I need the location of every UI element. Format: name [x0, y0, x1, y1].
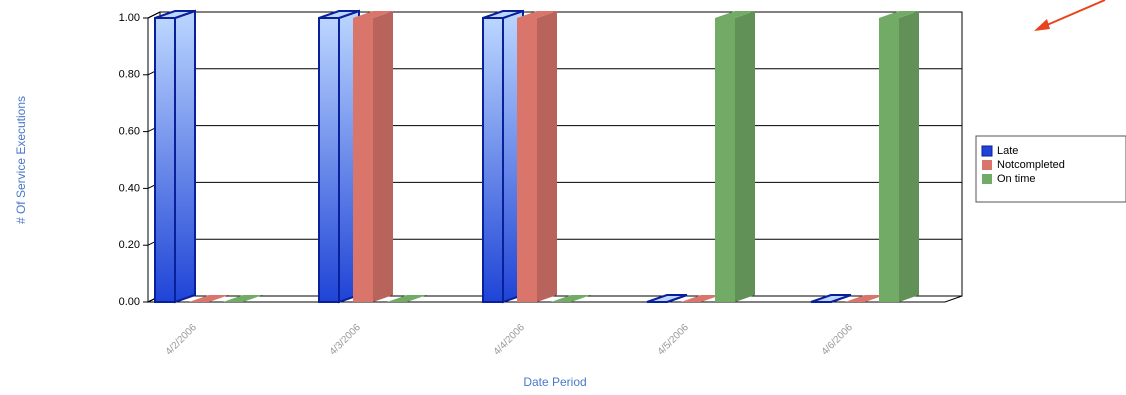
bar-top [845, 295, 885, 302]
bar [810, 294, 852, 303]
bar-top [810, 294, 852, 303]
bar [189, 295, 229, 302]
bar-top [681, 295, 721, 302]
legend-swatch [981, 145, 993, 157]
bar-front [715, 18, 735, 302]
legend-swatch [982, 160, 992, 170]
y-tick-label: 0.60 [119, 126, 140, 138]
legend-label: Notcompleted [997, 159, 1065, 171]
y-tick-label: 0.20 [119, 239, 140, 251]
bar-top [646, 294, 688, 303]
legend: Late Notcompleted On time [975, 135, 1126, 203]
bar [646, 294, 688, 303]
bar-top [223, 295, 263, 302]
grid-line [147, 11, 962, 19]
bar [879, 11, 919, 302]
bar [387, 295, 427, 302]
bar-top [353, 11, 393, 18]
bar-top [879, 11, 919, 18]
bar-top [517, 11, 557, 18]
bar [551, 295, 591, 302]
x-tick-label: 4/3/2006 [328, 322, 364, 358]
legend-label: On time [997, 173, 1036, 185]
bar-top [387, 295, 427, 302]
bar-side [373, 11, 393, 302]
annotation-arrow [1039, 0, 1106, 29]
bar-top [318, 10, 360, 19]
bar-side [174, 9, 196, 304]
y-axis-title: # Of Service Executions [14, 96, 28, 224]
annotation-arrowhead [1034, 19, 1050, 31]
bar-side [735, 11, 755, 302]
legend-box [975, 135, 1126, 203]
bar-front [482, 17, 504, 303]
bar [154, 9, 196, 304]
bar [223, 295, 263, 302]
y-tick-label: 0.00 [119, 296, 140, 308]
y-tick-label: 1.00 [119, 12, 140, 24]
bar [681, 295, 721, 302]
bar [353, 11, 393, 302]
bar-top [715, 11, 755, 18]
legend-label: Late [997, 145, 1018, 157]
x-tick-label: 4/5/2006 [656, 322, 692, 358]
bar [845, 295, 885, 302]
x-tick-label: 4/6/2006 [820, 322, 856, 358]
y-tick-label: 0.80 [119, 69, 140, 81]
bar-front [154, 17, 176, 303]
bar-side [537, 11, 557, 302]
bar [715, 11, 755, 302]
bar-top [482, 10, 524, 19]
x-axis-title: Date Period [523, 375, 586, 389]
bar-front [517, 18, 537, 302]
x-tick-label: 4/2/2006 [164, 322, 200, 358]
bar-front [353, 18, 373, 302]
bar-top [189, 295, 229, 302]
bar-front [318, 17, 340, 303]
y-tick-label: 0.40 [119, 182, 140, 194]
bar [517, 11, 557, 302]
bar-top [551, 295, 591, 302]
bar-side [899, 11, 919, 302]
legend-swatch [982, 174, 992, 184]
bar-front [879, 18, 899, 302]
x-tick-label: 4/4/2006 [492, 322, 528, 358]
bar-top [154, 10, 196, 19]
